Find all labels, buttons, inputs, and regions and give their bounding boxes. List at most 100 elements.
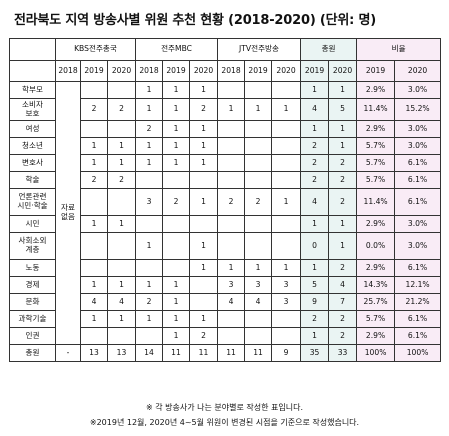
footnote: ※2019년 12월, 2020년 4~5월 위원이 변경된 시점을 기준으로 … bbox=[89, 418, 360, 427]
table-cell: 3.0% bbox=[394, 120, 442, 138]
table-body: 학부모 자료 없음 1 1 1 1 1 2.9% 3.0% 소비자 보호 2 2 1 1 2 1 1 1 4 5 11.4%… bbox=[9, 81, 442, 362]
table-cell bbox=[80, 259, 108, 277]
group-header-kbs: KBS전주총국 bbox=[55, 38, 136, 61]
table-cell: 6.1% bbox=[394, 327, 442, 345]
table-cell bbox=[244, 137, 273, 155]
group-header-jtv: JTV전주방송 bbox=[217, 38, 302, 61]
table-cell: 7 bbox=[328, 293, 358, 311]
table-cell: 1 bbox=[80, 310, 108, 328]
table-cell bbox=[135, 259, 163, 277]
table-cell: 1 bbox=[162, 120, 190, 138]
table-cell: 1 bbox=[80, 276, 108, 294]
table-cell: 1 bbox=[135, 154, 163, 172]
table-cell: 1 bbox=[162, 137, 190, 155]
table-cell: 2 bbox=[328, 259, 358, 277]
corner-cell-2 bbox=[9, 60, 56, 82]
table-row: 소비자 보호 2 2 1 1 2 1 1 1 4 5 11.4% 15.2% bbox=[9, 98, 442, 121]
table-cell: 3.0% bbox=[394, 81, 442, 99]
table-cell: 9 bbox=[271, 344, 302, 362]
year-header: 2019 bbox=[356, 60, 396, 82]
table-cell: 9 bbox=[300, 293, 330, 311]
table-cell bbox=[271, 154, 302, 172]
table-cell: 2 bbox=[135, 120, 163, 138]
table-cell: 1 bbox=[188, 310, 219, 328]
table-cell: 2 bbox=[300, 171, 330, 189]
table-cell: 1 bbox=[107, 276, 136, 294]
table-row: 노동 1 1 1 1 1 2 2.9% 6.1% bbox=[9, 259, 442, 277]
table-cell: 1 bbox=[328, 120, 358, 138]
table-cell: 4 bbox=[300, 98, 330, 121]
table-cell: 1 bbox=[162, 276, 190, 294]
year-header: 2018 bbox=[55, 60, 81, 82]
year-header: 2019 bbox=[300, 60, 330, 82]
table-cell: 1 bbox=[162, 293, 190, 311]
table-cell: 3 bbox=[271, 276, 302, 294]
table-cell bbox=[244, 310, 273, 328]
table-cell: 6.1% bbox=[394, 310, 442, 328]
table-cell: 13 bbox=[80, 344, 108, 362]
table-cell: 1 bbox=[162, 154, 190, 172]
table-cell: 1 bbox=[188, 232, 219, 260]
table-cell: 1 bbox=[107, 310, 136, 328]
row-label: 과학기술 bbox=[9, 310, 56, 328]
table-cell bbox=[107, 232, 136, 260]
table-cell bbox=[135, 215, 163, 233]
table-cell: 1 bbox=[188, 137, 219, 155]
year-header: 2020 bbox=[394, 60, 442, 82]
table-cell: 5.7% bbox=[356, 171, 396, 189]
table-cell: 2 bbox=[300, 137, 330, 155]
table-cell bbox=[162, 259, 190, 277]
table-cell: 2.9% bbox=[356, 327, 396, 345]
table-cell bbox=[217, 327, 246, 345]
table-cell bbox=[244, 154, 273, 172]
table-cell bbox=[188, 215, 219, 233]
table-cell bbox=[80, 120, 108, 138]
table-cell: 1 bbox=[217, 98, 246, 121]
table-cell: 1 bbox=[135, 81, 163, 99]
row-label: 경제 bbox=[9, 276, 56, 294]
table-cell: 1 bbox=[80, 137, 108, 155]
table-cell: 25.7% bbox=[356, 293, 396, 311]
table-cell: 5.7% bbox=[356, 310, 396, 328]
table-cell: 11.4% bbox=[356, 188, 396, 216]
table-cell: 1 bbox=[135, 98, 163, 121]
row-label: 총원 bbox=[9, 344, 56, 362]
group-header-mbc: 전주MBC bbox=[134, 38, 219, 61]
group-header-ratio: 비율 bbox=[356, 38, 442, 61]
table-cell bbox=[107, 259, 136, 277]
table-cell: 4 bbox=[300, 188, 330, 216]
table-cell: 2 bbox=[162, 188, 190, 216]
table-cell bbox=[244, 232, 273, 260]
row-label: 문화 bbox=[9, 293, 56, 311]
table-cell: - bbox=[55, 344, 81, 362]
table-cell: 100% bbox=[394, 344, 442, 362]
table-cell: 1 bbox=[188, 120, 219, 138]
table-cell: 4 bbox=[217, 293, 246, 311]
table-cell: 1 bbox=[328, 137, 358, 155]
footnote: ※ 각 방송사가 나는 분야별로 작성한 표입니다. bbox=[146, 403, 303, 412]
table-cell: 2.9% bbox=[356, 259, 396, 277]
table-cell: 6.1% bbox=[394, 259, 442, 277]
table-cell bbox=[217, 310, 246, 328]
row-label: 학부모 bbox=[9, 81, 56, 99]
table-cell bbox=[271, 81, 302, 99]
table-cell: 13 bbox=[107, 344, 136, 362]
table-cell: 2 bbox=[328, 188, 358, 216]
year-header: 2018 bbox=[217, 60, 246, 82]
table-cell bbox=[244, 215, 273, 233]
table-cell: 3 bbox=[244, 276, 273, 294]
table-cell: 1 bbox=[300, 327, 330, 345]
table-cell bbox=[107, 327, 136, 345]
table-cell: 4 bbox=[80, 293, 108, 311]
table-cell: 14.3% bbox=[356, 276, 396, 294]
table-cell bbox=[162, 232, 190, 260]
row-label: 학술 bbox=[9, 171, 56, 189]
table-cell: 1 bbox=[188, 81, 219, 99]
table-cell: 11 bbox=[217, 344, 246, 362]
table-cell: 2 bbox=[328, 171, 358, 189]
table-cell: 5.7% bbox=[356, 137, 396, 155]
table-cell bbox=[217, 154, 246, 172]
table-cell: 1 bbox=[328, 232, 358, 260]
table-cell: 3.0% bbox=[394, 215, 442, 233]
table-cell: 3 bbox=[135, 188, 163, 216]
